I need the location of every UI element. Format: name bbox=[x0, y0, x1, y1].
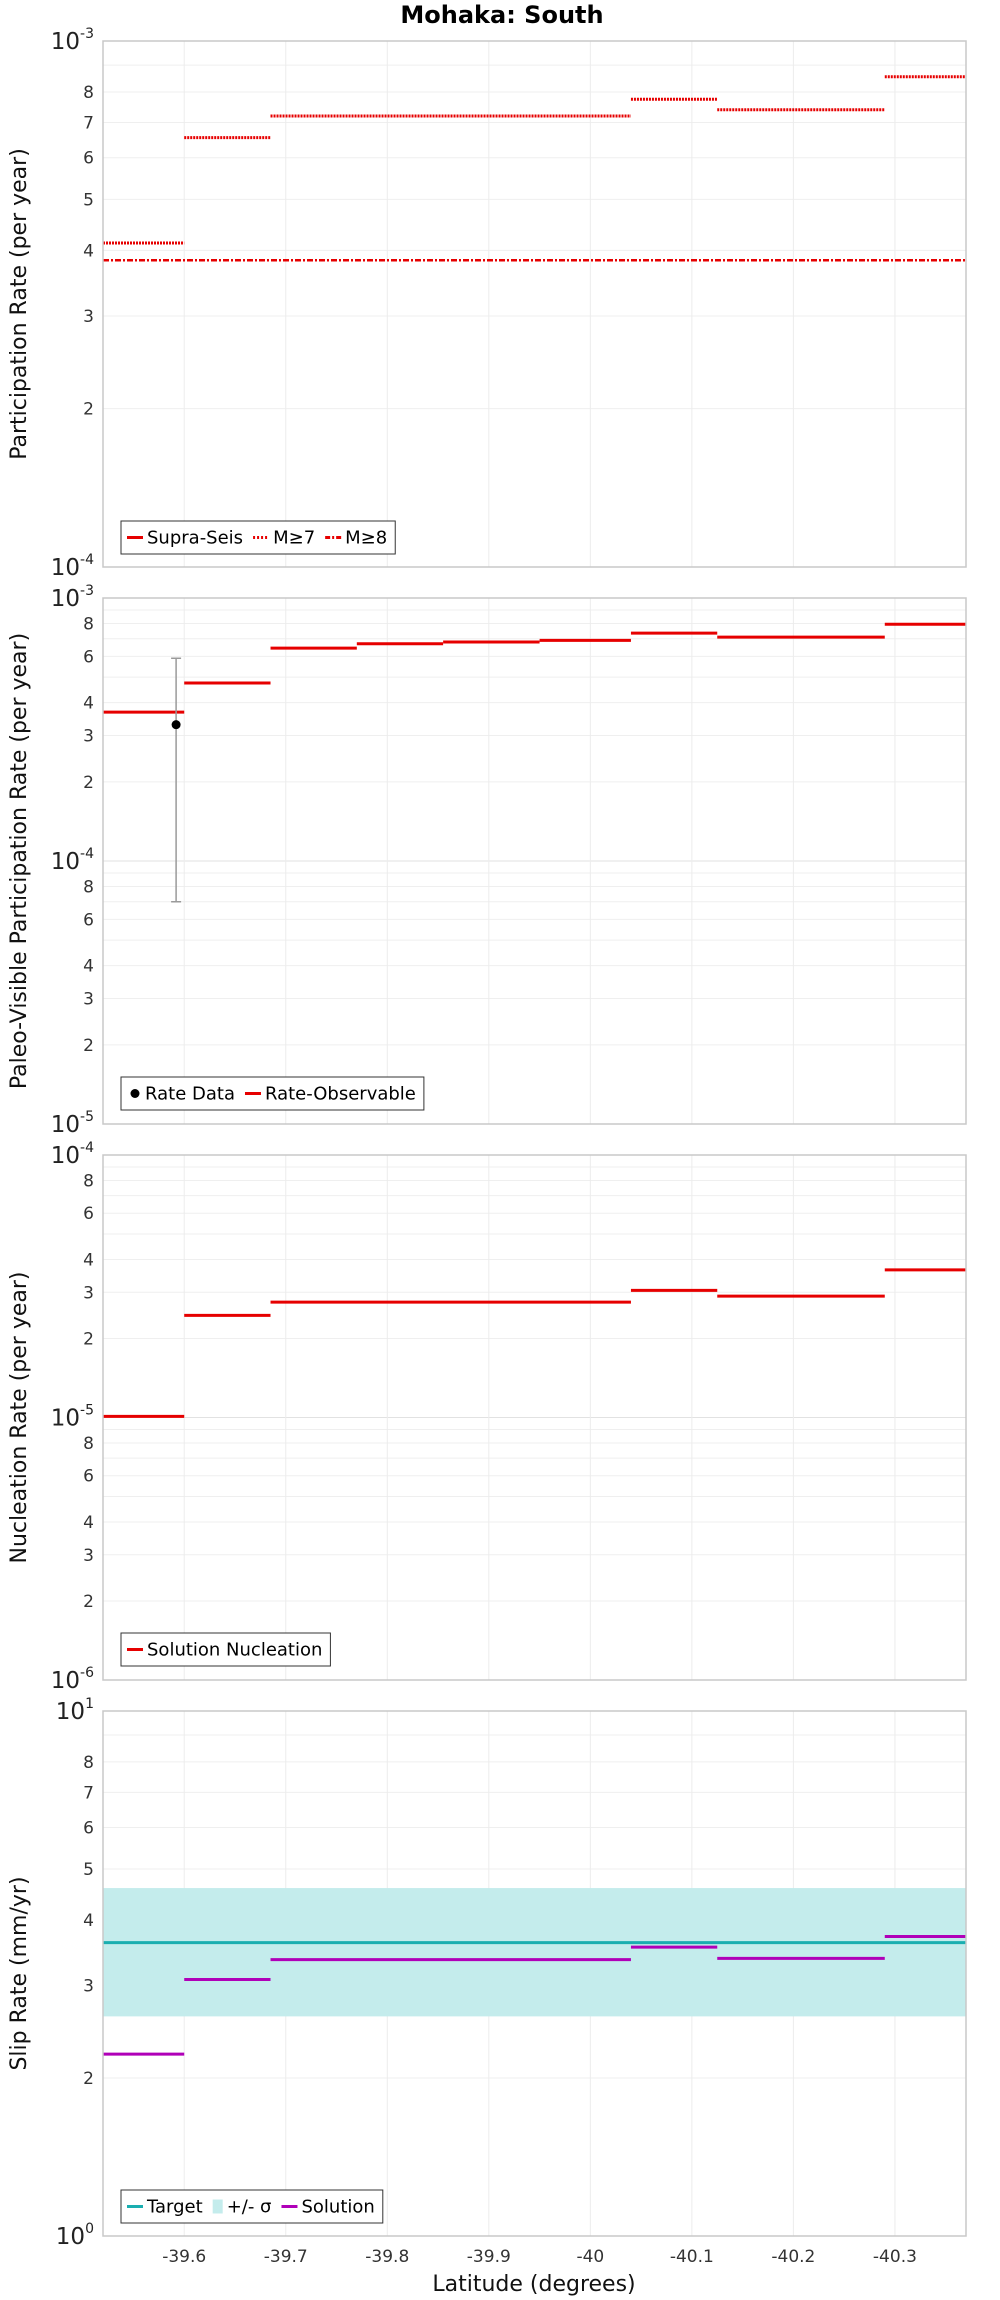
y-tick-label: 10-6 bbox=[51, 1665, 94, 1694]
y-tick-label: 10-4 bbox=[51, 1140, 94, 1169]
sigma-band bbox=[103, 1888, 966, 2017]
y-tick-label: 4 bbox=[83, 957, 94, 977]
y-tick-label: 4 bbox=[83, 694, 94, 714]
y-tick-label: 8 bbox=[83, 1753, 94, 1773]
y-axis-label: Nucleation Rate (per year) bbox=[7, 1272, 32, 1564]
y-tick-label: 3 bbox=[83, 990, 94, 1010]
plot-frame bbox=[102, 597, 967, 1125]
y-tick-label: 10-5 bbox=[51, 1109, 94, 1138]
y-tick-label: 7 bbox=[83, 1783, 94, 1803]
y-tick-label: 6 bbox=[83, 1818, 94, 1838]
y-tick-label: 2 bbox=[83, 2069, 94, 2089]
y-axis-label: Participation Rate (per year) bbox=[7, 148, 32, 460]
legend-label: Solution Nucleation bbox=[147, 1640, 322, 1661]
y-tick-label: 4 bbox=[83, 241, 94, 261]
chart-panel-1: 10-4 2 3 4 5 6 7 8 10-3 Participation Rate (per y… bbox=[7, 26, 967, 581]
y-tick-label: 8 bbox=[83, 1171, 94, 1191]
y-tick-label: 10-3 bbox=[51, 583, 94, 612]
y-tick-label: 2 bbox=[83, 1036, 94, 1056]
x-tick-label: -39.7 bbox=[264, 2247, 308, 2267]
y-tick-label: 3 bbox=[83, 1283, 94, 1303]
y-tick-label: 6 bbox=[83, 1467, 94, 1487]
legend-swatch bbox=[212, 2199, 223, 2214]
legend-label: +/- σ bbox=[227, 2197, 272, 2218]
y-tick-label: 4 bbox=[83, 1250, 94, 1270]
y-tick-label: 4 bbox=[83, 1911, 94, 1931]
y-tick-label: 100 bbox=[56, 2221, 94, 2250]
y-tick-label: 10-4 bbox=[51, 846, 94, 875]
y-tick-label: 8 bbox=[83, 614, 94, 634]
legend-label: Supra-Seis bbox=[147, 528, 243, 549]
plot-frame bbox=[102, 1710, 967, 2237]
y-tick-label: 10-5 bbox=[51, 1403, 94, 1432]
y-tick-label: 8 bbox=[83, 1434, 94, 1454]
legend: Supra-Seis M≥7 M≥8 bbox=[120, 520, 396, 555]
x-tick-label: -40.2 bbox=[771, 2247, 815, 2267]
y-tick-label: 10-4 bbox=[51, 552, 94, 581]
y-tick-label: 6 bbox=[83, 910, 94, 930]
legend-label: Rate Data bbox=[145, 1084, 235, 1105]
x-tick-label: -40 bbox=[576, 2247, 604, 2267]
y-tick-label: 6 bbox=[83, 149, 94, 169]
y-tick-label: 2 bbox=[83, 1329, 94, 1349]
figure-title: Mohaka: South bbox=[400, 1, 603, 29]
legend-label: Rate-Observable bbox=[265, 1084, 416, 1105]
x-tick-label: -39.9 bbox=[467, 2247, 511, 2267]
y-tick-label: 10-3 bbox=[51, 26, 94, 55]
plot-area bbox=[103, 41, 966, 567]
y-tick-label: 6 bbox=[83, 1204, 94, 1224]
y-tick-label: 2 bbox=[83, 1592, 94, 1612]
y-tick-label: 3 bbox=[83, 1546, 94, 1566]
y-tick-label: 8 bbox=[83, 83, 94, 103]
legend-box bbox=[120, 1632, 331, 1667]
y-axis-label: Paleo-Visible Participation Rate (per ye… bbox=[7, 633, 32, 1089]
legend: Rate Data Rate-Observable bbox=[120, 1076, 425, 1111]
plot-frame bbox=[102, 40, 967, 568]
y-tick-label: 5 bbox=[83, 190, 94, 210]
y-tick-label: 4 bbox=[83, 1513, 94, 1533]
y-tick-label: 7 bbox=[83, 113, 94, 133]
x-axis-label: Latitude (degrees) bbox=[432, 2272, 635, 2297]
legend-label: Target bbox=[146, 2197, 203, 2218]
x-tick-label: -40.3 bbox=[873, 2247, 917, 2267]
y-axis-label: Slip Rate (mm/yr) bbox=[7, 1876, 32, 2070]
y-tick-label: 6 bbox=[83, 647, 94, 667]
y-tick-label: 3 bbox=[83, 307, 94, 327]
x-tick-label: -39.8 bbox=[365, 2247, 409, 2267]
y-tick-label: 2 bbox=[83, 400, 94, 420]
data-point bbox=[171, 720, 181, 730]
y-tick-label: 101 bbox=[56, 1696, 94, 1725]
y-tick-label: 2 bbox=[83, 773, 94, 793]
legend: Solution Nucleation bbox=[120, 1632, 331, 1667]
chart-panel-4: 100 2 3 4 5 6 7 8 101 Slip Rate (mm/yr) -39.6 -39.7… bbox=[7, 1696, 967, 2267]
y-tick-label: 3 bbox=[83, 727, 94, 747]
legend-label: Solution bbox=[301, 2197, 374, 2218]
legend-label: M≥7 bbox=[273, 528, 315, 549]
x-tick-label: -39.6 bbox=[162, 2247, 206, 2267]
x-tick-label: -40.1 bbox=[670, 2247, 714, 2267]
y-tick-label: 5 bbox=[83, 1860, 94, 1880]
plot-frame bbox=[102, 1154, 967, 1681]
legend-box bbox=[120, 2189, 384, 2224]
y-tick-label: 3 bbox=[83, 1977, 94, 1997]
legend-marker bbox=[130, 1089, 140, 1098]
legend-label: M≥8 bbox=[345, 528, 387, 549]
legend-box bbox=[120, 1076, 425, 1111]
legend: Target +/- σ Solution bbox=[120, 2189, 384, 2224]
y-tick-label: 8 bbox=[83, 877, 94, 897]
